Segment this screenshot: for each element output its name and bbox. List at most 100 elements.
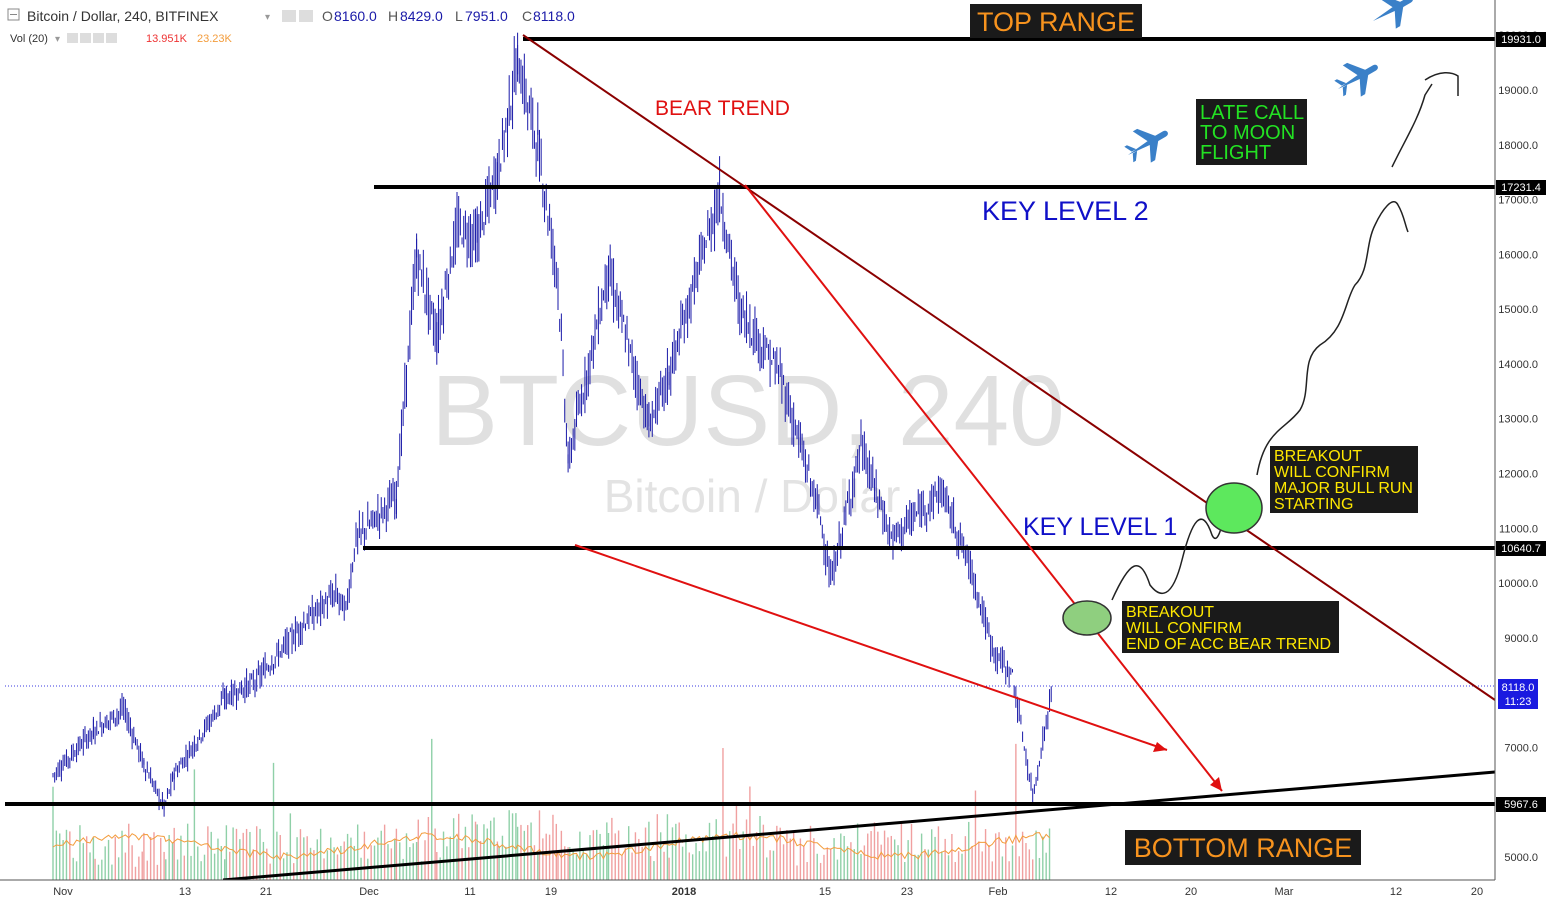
high-value: 8429.0	[400, 8, 443, 24]
volume-bar	[200, 861, 202, 880]
volume-bar	[442, 831, 445, 880]
rising-support-line[interactable]	[222, 770, 1496, 882]
volume-bar	[520, 824, 522, 880]
bottom-range-label-bg	[1125, 830, 1361, 865]
volume-bar	[340, 845, 342, 880]
volume-indicator-label[interactable]: Vol (20)	[10, 33, 48, 45]
level-tag: 17231.4	[1496, 180, 1546, 195]
volume-bar	[62, 840, 64, 880]
volume-bar	[186, 823, 189, 880]
watermark-name: Bitcoin / Dollar	[604, 470, 901, 522]
volume-bar	[160, 837, 162, 880]
late-call-line-2: TO MOON	[1200, 122, 1295, 144]
volume-bar	[893, 839, 896, 880]
volume-bar	[75, 861, 78, 880]
volume-bar	[691, 854, 694, 880]
volume-bar	[666, 814, 669, 880]
price-tick: 18000.0	[1498, 140, 1538, 152]
volume-bar	[951, 833, 953, 880]
key-level-2-label: KEY LEVEL 2	[982, 196, 1149, 226]
volume-bar	[427, 817, 430, 880]
volume-bar	[772, 850, 775, 880]
breakout-2-line-1: BREAKOUT	[1274, 448, 1362, 465]
volume-bar	[163, 851, 165, 880]
volume-bar	[55, 830, 58, 880]
volume-bar	[104, 846, 106, 880]
time-tick: 11	[464, 886, 475, 898]
time-tick: Dec	[359, 886, 379, 898]
volume-bar	[621, 855, 623, 880]
volume-bar	[988, 844, 990, 880]
volume-bar	[203, 854, 206, 880]
volume-ma-value: 23.23K	[197, 33, 233, 45]
volume-bar	[399, 842, 401, 880]
volume-bar	[343, 841, 345, 880]
lower-red-line[interactable]	[574, 544, 1168, 751]
volume-bar	[853, 849, 855, 880]
close-icon[interactable]	[106, 33, 117, 43]
bear-trend-label: BEAR TREND	[655, 97, 790, 120]
volume-bar	[542, 838, 544, 880]
volume-bar	[114, 836, 116, 880]
collapse-legend-icon[interactable]	[7, 8, 20, 21]
volume-value: 13.951K	[146, 33, 188, 45]
level-tag: 10640.7	[1496, 541, 1546, 556]
volume-bar	[732, 823, 734, 880]
symbol-dropdown-icon[interactable]: ▾	[265, 12, 270, 23]
eye-icon[interactable]	[67, 33, 78, 43]
volume-bar	[675, 823, 677, 880]
volume-bar	[877, 831, 879, 880]
gear-icon[interactable]	[299, 10, 313, 22]
volume-bar	[168, 835, 170, 880]
volume-bar	[225, 825, 228, 880]
volume-bar	[671, 827, 674, 880]
volume-bar	[792, 832, 795, 880]
volume-bar	[190, 855, 192, 880]
price-tick: 5000.0	[1504, 852, 1538, 864]
volume-bar	[806, 862, 808, 880]
volume-bar	[229, 851, 231, 880]
volume-bar	[843, 835, 845, 880]
volume-bar	[560, 830, 563, 880]
breakout-circle-2	[1205, 482, 1263, 534]
volume-bar	[85, 836, 88, 880]
volume-bar	[596, 829, 598, 880]
volume-bar	[101, 859, 103, 880]
gear-icon[interactable]	[80, 33, 91, 43]
volume-bar	[1011, 845, 1014, 880]
volume-bar	[323, 858, 325, 880]
symbol-title[interactable]: Bitcoin / Dollar, 240, BITFINEX	[27, 8, 219, 24]
volume-bar	[434, 828, 436, 880]
volume-bar	[1032, 859, 1034, 880]
volume-bar	[617, 830, 620, 880]
time-tick: Mar	[1275, 886, 1294, 898]
price-axis[interactable]	[1495, 0, 1550, 906]
plus-icon[interactable]	[93, 33, 104, 43]
volume-bar	[809, 825, 812, 880]
volume-bar	[752, 845, 754, 880]
volume-dropdown-icon[interactable]: ▾	[55, 34, 60, 45]
eye-icon[interactable]	[282, 10, 296, 22]
level-tag: 19931.0	[1496, 32, 1546, 47]
volume-bar	[745, 819, 748, 880]
volume-bar	[143, 832, 145, 880]
descending-red-line[interactable]	[744, 184, 1223, 792]
volume-bar	[533, 845, 536, 880]
volume-bar	[213, 853, 216, 880]
volume-bar	[698, 851, 701, 880]
bear-trend-line[interactable]	[522, 34, 1496, 701]
volume-bar	[282, 858, 285, 880]
time-tick: 19	[545, 886, 557, 898]
price-tick: 13000.0	[1498, 414, 1538, 426]
volume-bar	[303, 837, 305, 880]
volume-bar	[387, 844, 389, 880]
volume-bar	[819, 862, 822, 880]
time-tick: 12	[1390, 886, 1402, 898]
volume-bar	[685, 834, 687, 880]
time-axis[interactable]	[0, 880, 1495, 906]
volume-bar	[695, 842, 697, 880]
volume-bar	[412, 843, 414, 880]
svg-text:10640.7: 10640.7	[1501, 543, 1541, 555]
